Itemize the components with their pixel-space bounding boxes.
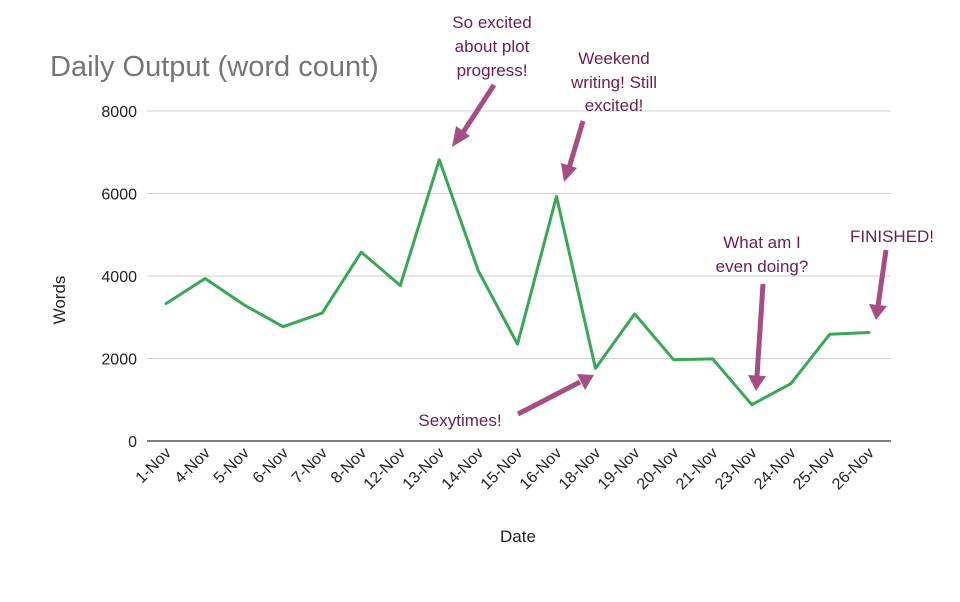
x-tick-label: 6-Nov: [250, 445, 292, 487]
arrow-head: [748, 375, 766, 391]
annotation-finished: FINISHED!: [850, 227, 934, 246]
x-tick-label: 14-Nov: [439, 445, 487, 493]
annotation-line: So excited: [452, 13, 531, 32]
arrow-head: [869, 304, 887, 320]
annotation-line: excited!: [585, 96, 644, 115]
x-tick-label: 16-Nov: [517, 445, 565, 493]
annotation-line: progress!: [457, 61, 528, 80]
x-tick-label: 4-Nov: [172, 445, 214, 487]
y-axis-ticks: 0 2000 4000 6000 8000: [101, 104, 137, 451]
x-tick-label: 15-Nov: [478, 445, 526, 493]
x-tick-label: 18-Nov: [556, 445, 604, 493]
annotation-sexytimes: Sexytimes!: [418, 411, 501, 430]
x-tick-label: 25-Nov: [790, 445, 838, 493]
annotation-weekend: Weekend writing! Still excited!: [570, 49, 657, 115]
y-tick-label: 2000: [101, 352, 137, 369]
chart-title: Daily Output (word count): [50, 51, 379, 83]
arrow-shaft: [569, 121, 583, 168]
annotation-line: FINISHED!: [850, 227, 934, 246]
y-tick-label: 0: [128, 434, 137, 451]
y-tick-label: 6000: [101, 187, 137, 204]
series-line: [166, 160, 869, 405]
annotation-line: Sexytimes!: [418, 411, 501, 430]
x-tick-label: 7-Nov: [289, 445, 331, 487]
annotation-line: What am I: [723, 233, 800, 252]
y-tick-label: 4000: [101, 269, 137, 286]
arrow-head: [561, 163, 577, 182]
annotation-line: Weekend: [578, 49, 650, 68]
x-tick-label: 24-Nov: [751, 445, 799, 493]
annotation-line: about plot: [455, 37, 530, 56]
x-tick-label: 26-Nov: [829, 445, 877, 493]
arrow-shaft: [462, 85, 494, 134]
x-tick-label: 1-Nov: [133, 445, 175, 487]
arrow-shaft: [757, 284, 763, 376]
annotation-arrows: [452, 85, 887, 414]
x-tick-label: 13-Nov: [400, 445, 448, 493]
x-tick-label: 5-Nov: [211, 445, 253, 487]
annotation-plot-progress: So excited about plot progress!: [452, 13, 531, 80]
x-axis-ticks: 1-Nov4-Nov5-Nov6-Nov7-Nov8-Nov12-Nov13-N…: [133, 445, 878, 493]
annotation-line: even doing?: [716, 257, 809, 276]
x-axis-label: Date: [500, 527, 536, 546]
x-tick-label: 12-Nov: [361, 445, 409, 493]
arrow-shaft: [518, 382, 580, 414]
x-tick-label: 21-Nov: [673, 445, 721, 493]
y-tick-label: 8000: [101, 104, 137, 121]
y-axis-label: Words: [50, 276, 69, 325]
annotation-line: writing! Still: [570, 73, 657, 92]
x-tick-label: 19-Nov: [595, 445, 643, 493]
x-tick-label: 20-Nov: [634, 445, 682, 493]
arrow-shaft: [878, 250, 886, 306]
annotation-what-am-i-doing: What am I even doing?: [716, 233, 809, 276]
x-tick-label: 23-Nov: [712, 445, 760, 493]
